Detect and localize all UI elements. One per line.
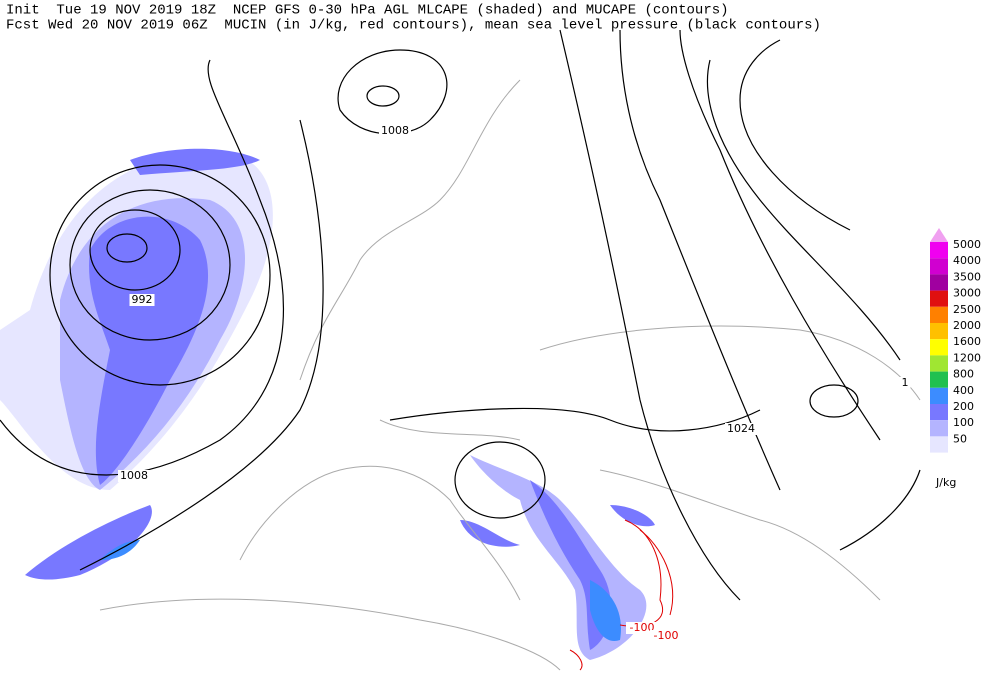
legend-label: 3500 (953, 270, 981, 283)
legend-label: 2500 (953, 303, 981, 316)
legend-arrow (930, 228, 948, 242)
legend-label: 800 (953, 368, 974, 381)
contour-label: 1024 (727, 422, 755, 435)
contour-labels: 1008 992 1008 1024 1 -100-100 (118, 124, 911, 642)
contour-label: 1008 (381, 124, 409, 137)
legend-swatch (930, 436, 948, 453)
label-bg (650, 630, 682, 642)
label-bg (899, 377, 911, 389)
legend-label: 400 (953, 384, 974, 397)
label-bg (379, 125, 411, 137)
legend-label: 1200 (953, 351, 981, 364)
legend-swatch (930, 274, 948, 291)
legend-swatch (930, 258, 948, 275)
legend-label: 200 (953, 400, 974, 413)
contour-label: 1 (902, 376, 909, 389)
cape-shading (0, 148, 655, 660)
pressure-contours (0, 29, 921, 601)
legend-label: 1600 (953, 335, 981, 348)
legend-label: 50 (953, 432, 967, 445)
legend-swatch (930, 420, 948, 437)
legend-swatch (930, 306, 948, 323)
contour-label: 992 (132, 293, 153, 306)
label-bg (129, 294, 155, 306)
legend-swatch (930, 339, 948, 356)
legend-label: 4000 (953, 254, 981, 267)
header-line: Fcst Wed 20 NOV 2019 06Z MUCIN (in J/kg,… (6, 18, 821, 34)
legend: 5000 4000 3500 3000 2500 2000 1600 1200 800 400 20… (930, 228, 981, 489)
header: Init Tue 19 NOV 2019 18Z NCEP GFS 0-30 h… (6, 3, 821, 34)
label-bg (725, 423, 757, 435)
label-bg (118, 470, 150, 482)
legend-label: 2000 (953, 319, 981, 332)
coastlines (99, 79, 921, 671)
legend-label: 100 (953, 416, 974, 429)
header-line: Init Tue 19 NOV 2019 18Z NCEP GFS 0-30 h… (6, 3, 729, 19)
legend-swatch (930, 323, 948, 340)
legend-unit: J/kg (935, 476, 956, 489)
legend-swatch (930, 404, 948, 421)
contour-label: -100 (654, 629, 679, 642)
contour-label: -100 (630, 621, 655, 634)
contour-label: 1008 (120, 469, 148, 482)
legend-swatch (930, 242, 948, 259)
legend-swatch (930, 355, 948, 372)
legend-swatch (930, 371, 948, 388)
legend-label: 5000 (953, 238, 981, 251)
legend-swatch (930, 290, 948, 307)
legend-label: 3000 (953, 287, 981, 300)
legend-swatch (930, 387, 948, 404)
